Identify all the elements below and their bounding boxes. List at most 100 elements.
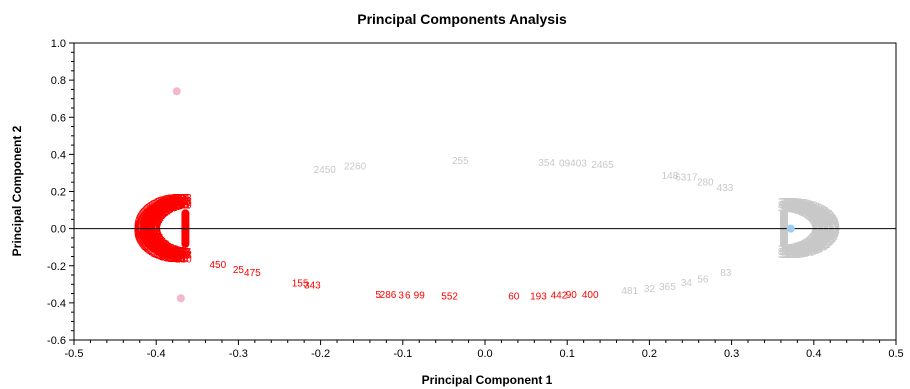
cluster-point: 345	[806, 235, 823, 246]
cluster-point: 392	[798, 200, 815, 211]
cluster-point: 299	[158, 196, 175, 207]
cluster-point: 330	[792, 242, 809, 253]
cluster-point: 248	[141, 214, 158, 225]
cluster-point: 382	[818, 222, 835, 233]
cluster-point: 274	[142, 234, 159, 245]
cluster-point: 344	[789, 198, 806, 209]
cluster-point: 242	[137, 212, 154, 223]
cluster-point: 249	[151, 204, 168, 215]
cluster-point: 348	[815, 215, 832, 226]
x-axis-ticks: -0.5 -0.4 -0.3 -0.2 -0.1 0.0 0.1 0.2 0.3 0.4 0.5	[65, 340, 904, 360]
cluster-point: 234	[151, 209, 168, 220]
cluster-point: 335	[807, 208, 824, 219]
point-label: 60	[508, 291, 520, 302]
cluster-point: 276	[143, 210, 160, 221]
point-label: 34	[681, 278, 693, 289]
cluster-point: 334	[804, 211, 821, 222]
cluster-point: 332	[810, 237, 827, 248]
cluster-point: 269	[134, 221, 151, 232]
cluster-point: 332	[802, 246, 819, 257]
cluster-point: 311	[811, 230, 827, 241]
cluster-point: 369	[813, 213, 830, 224]
cluster-point	[181, 209, 190, 218]
cluster-point: 367	[814, 234, 831, 245]
cluster-point: 354	[818, 225, 835, 236]
cluster-point: 334	[816, 217, 833, 228]
cluster-point: 369	[823, 221, 840, 232]
point-label: 193	[530, 291, 547, 302]
cluster-point: 321	[809, 209, 826, 220]
cluster-point: 228	[148, 206, 165, 217]
cluster-point: 315	[812, 206, 829, 217]
cluster-point: 318	[809, 238, 826, 249]
cluster-point: 277	[168, 201, 185, 212]
cluster-point: 349	[790, 205, 807, 216]
point-label: 433	[717, 183, 734, 194]
cluster-point: 315	[780, 204, 797, 215]
cluster-point: 381	[811, 242, 828, 253]
cluster-point: 261	[139, 224, 156, 235]
point-label: 6317	[675, 173, 698, 184]
cluster-point: 235	[149, 205, 166, 216]
cluster-point: 368	[820, 233, 837, 244]
cluster-point: 266	[164, 253, 181, 264]
cluster-point: 266	[153, 245, 170, 256]
cluster-point: 224	[152, 239, 169, 250]
cluster-point: 258	[168, 193, 185, 204]
cluster-point: 262	[154, 206, 171, 217]
cluster-point: 280	[151, 244, 168, 255]
cluster-point: 290	[145, 209, 162, 220]
cluster-point: 377	[816, 209, 833, 220]
x-tick-label: -0.2	[311, 348, 330, 360]
cluster-point: 318	[811, 230, 828, 241]
y-tick-label: -0.2	[47, 261, 66, 273]
cluster-point: 361	[810, 216, 827, 227]
cluster-point: 270	[140, 208, 157, 219]
cluster-point: 376	[799, 208, 816, 219]
cluster-point: 338	[805, 236, 822, 247]
cluster-point: 230	[162, 195, 179, 206]
cluster-point: 332	[811, 228, 828, 239]
cluster-point: 252	[166, 254, 183, 265]
cluster-point: 340	[817, 237, 834, 248]
x-axis-label: Principal Component 1	[422, 373, 553, 387]
cluster-point: 263	[139, 209, 156, 220]
cluster-point: 286	[164, 249, 181, 260]
cluster-point: 326	[817, 228, 834, 239]
cluster-point: 219	[140, 230, 157, 241]
cluster-point: 243	[148, 200, 165, 211]
cluster-point: 360	[812, 225, 829, 236]
cluster-point: 221	[136, 215, 153, 226]
cluster-point: 388	[812, 241, 829, 252]
cluster-point: 352	[807, 235, 824, 246]
cluster-point: 282	[136, 233, 153, 244]
cluster-point: 297	[145, 208, 162, 219]
cluster-point: 250	[173, 247, 190, 258]
cluster-point: 329	[778, 203, 795, 214]
cluster-point: 360	[813, 234, 830, 245]
cluster-point: 386	[800, 239, 817, 250]
cluster-point: 228	[161, 203, 178, 214]
point-label: 155	[292, 278, 309, 289]
cluster-point: 384	[815, 208, 832, 219]
cluster-point: 241	[152, 208, 169, 219]
cluster-point: 240	[139, 227, 156, 238]
cluster-point: 343	[790, 201, 807, 212]
cluster-point: 311	[798, 247, 814, 258]
point-label: 343	[304, 281, 321, 292]
cluster-point: 256	[152, 203, 169, 214]
cluster-point: 398	[797, 203, 814, 214]
cluster-point: 390	[822, 219, 839, 230]
y-tick-label: 0.0	[51, 224, 66, 236]
cluster-point: 294	[149, 242, 166, 253]
cluster-point: 234	[134, 226, 151, 237]
cluster-point: 346	[805, 245, 822, 256]
cluster-point: 223	[161, 195, 178, 206]
cluster-point: 312	[816, 230, 833, 241]
cluster-point: 245	[168, 254, 185, 265]
cluster-point: 389	[822, 231, 839, 242]
cluster-point: 254	[145, 216, 162, 227]
x-tick-label: 0.0	[477, 348, 492, 360]
cluster-point: 341	[804, 210, 821, 221]
cluster-point: 325	[801, 247, 818, 258]
